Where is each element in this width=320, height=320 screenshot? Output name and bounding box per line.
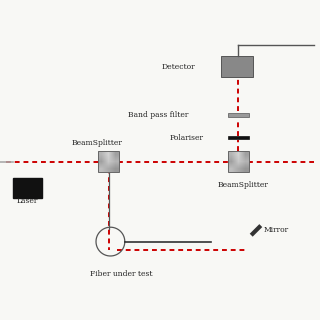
Text: BeamSplitter: BeamSplitter <box>218 181 268 189</box>
Bar <box>228 113 249 117</box>
Text: Fiber under test: Fiber under test <box>90 270 153 278</box>
Bar <box>228 136 249 139</box>
Text: Laser: Laser <box>17 197 38 205</box>
Text: Band pass filter: Band pass filter <box>128 111 189 119</box>
Text: BeamSplitter: BeamSplitter <box>72 139 123 147</box>
Bar <box>13 178 42 198</box>
Bar <box>221 56 253 77</box>
Text: Detector: Detector <box>162 63 195 71</box>
Text: Polariser: Polariser <box>169 134 203 141</box>
Bar <box>228 151 249 172</box>
Text: Mirror: Mirror <box>264 226 289 234</box>
Bar <box>99 151 119 172</box>
